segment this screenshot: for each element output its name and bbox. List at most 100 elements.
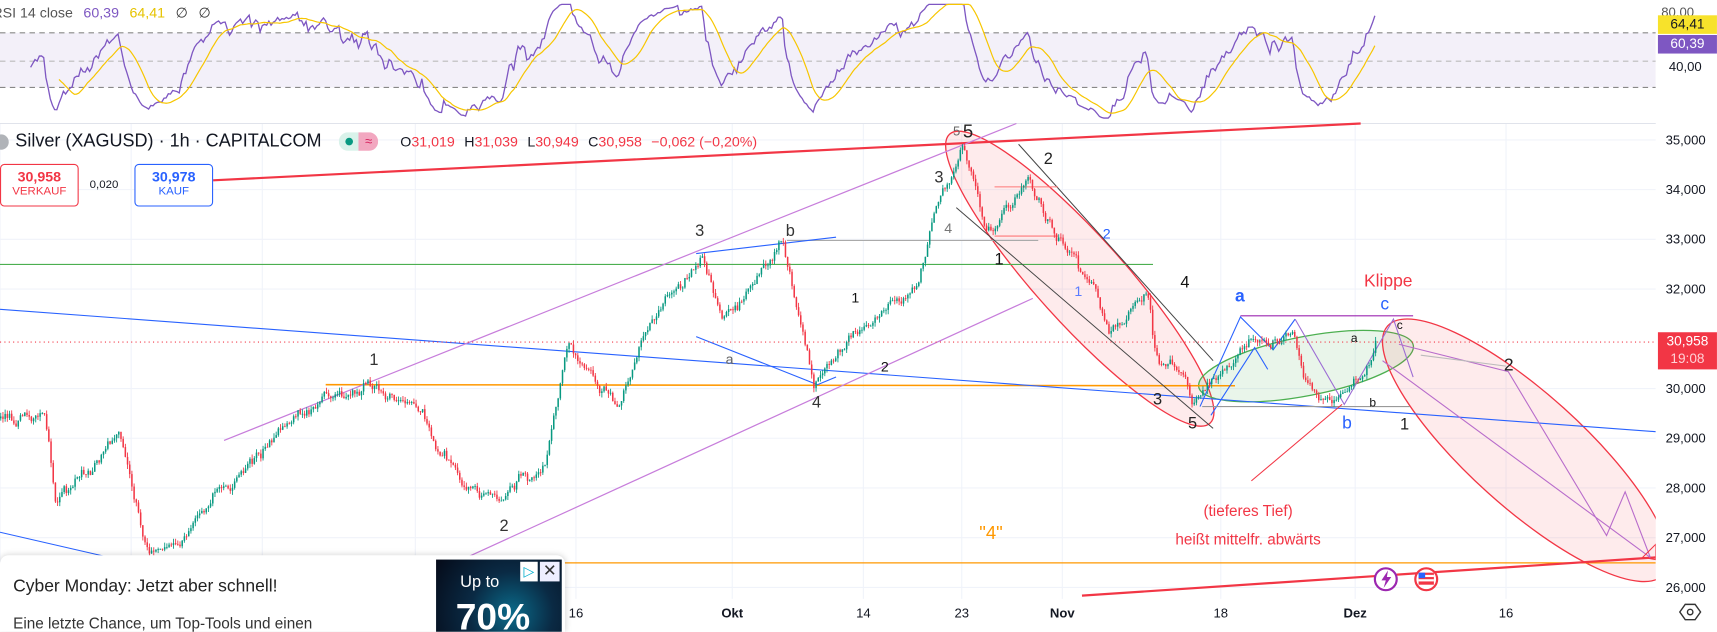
symbol-title[interactable]: Silver (XAGUSD) · 1h · CAPITALCOM xyxy=(15,131,322,151)
candle xyxy=(819,375,822,378)
red-trendline-top[interactable] xyxy=(213,122,1361,182)
lightning-icon[interactable] xyxy=(1373,567,1398,592)
projection-line[interactable] xyxy=(1382,360,1651,558)
blue-trendline[interactable] xyxy=(0,308,1656,433)
candle xyxy=(1215,378,1217,381)
candle xyxy=(804,331,806,345)
candle xyxy=(751,283,754,286)
orange-level[interactable] xyxy=(325,383,1235,387)
red-pointer-line[interactable] xyxy=(1251,403,1343,482)
sell-button[interactable]: 30,958 VERKAUF xyxy=(0,163,79,207)
candle xyxy=(139,512,142,526)
ad-body[interactable]: Eine letzte Chance, um Top-Tools und ein… xyxy=(13,614,313,632)
candle xyxy=(146,542,148,548)
price-axis[interactable] xyxy=(1655,0,1717,626)
candle xyxy=(1044,213,1047,222)
candle xyxy=(1042,204,1045,214)
spread-value: 0,020 xyxy=(89,178,119,192)
candle xyxy=(939,195,942,202)
black-channel-lower[interactable] xyxy=(955,207,1214,429)
candle xyxy=(100,454,103,463)
time-axis-ticks[interactable]: 16 Okt 14 23 Nov 18 Dez 16 xyxy=(569,605,1514,620)
triangle-marker[interactable] xyxy=(1641,542,1657,561)
candle xyxy=(233,481,236,488)
ad-image[interactable]: Up to 70% ▷ ✕ xyxy=(436,559,562,632)
projection-zigzag[interactable] xyxy=(1398,343,1651,558)
grid xyxy=(0,123,1656,599)
candle xyxy=(1226,365,1228,371)
candle xyxy=(931,222,933,232)
candle xyxy=(216,488,218,492)
high-value: 31,039 xyxy=(474,133,518,150)
candle xyxy=(915,285,918,289)
us-flag-icon[interactable] xyxy=(1414,567,1439,592)
rsi-title: RSI 14 close xyxy=(0,4,73,21)
candle xyxy=(911,287,914,294)
settings-icon[interactable] xyxy=(1678,603,1702,621)
rsi-line xyxy=(30,3,1376,119)
candle xyxy=(1259,340,1261,343)
candle xyxy=(6,413,9,418)
candle xyxy=(572,344,575,354)
candle xyxy=(1101,308,1104,314)
candle xyxy=(815,381,817,389)
close-icon[interactable]: ✕ xyxy=(539,561,560,582)
drawings[interactable] xyxy=(0,105,1702,617)
candle xyxy=(1112,325,1115,332)
red-ellipse-wave[interactable] xyxy=(917,105,1242,453)
candle xyxy=(268,440,271,448)
green-ellipse[interactable] xyxy=(1193,316,1419,416)
candle xyxy=(83,469,85,475)
candle xyxy=(1337,397,1340,400)
purple-channel-lower[interactable] xyxy=(387,297,1034,594)
candle xyxy=(1160,363,1163,365)
candle xyxy=(533,477,535,479)
projection-line-grey[interactable] xyxy=(1420,354,1507,367)
ad-popup[interactable]: Cyber Monday: Jetzt aber schnell! Eine l… xyxy=(0,555,566,632)
blue-zigzag[interactable] xyxy=(1199,315,1296,407)
price-tick: 30,000 xyxy=(1666,381,1706,396)
adchoices-icon[interactable]: ▷ xyxy=(520,561,538,582)
candle xyxy=(738,301,741,311)
candle xyxy=(710,274,712,283)
purple-channel-upper[interactable] xyxy=(223,122,1017,441)
candle xyxy=(1060,237,1062,239)
candle xyxy=(1132,305,1134,309)
blue-b-line[interactable] xyxy=(696,236,837,255)
black-channel-upper[interactable] xyxy=(1018,143,1214,361)
candle xyxy=(28,415,30,417)
high-label: H xyxy=(464,133,475,150)
rsi-legend[interactable]: RSI 14 close 60,39 64,41 ∅ ∅ xyxy=(0,4,217,21)
candle xyxy=(343,396,345,399)
candle xyxy=(251,458,253,464)
candle xyxy=(194,518,197,523)
red-trendline-bottom[interactable] xyxy=(1081,556,1656,597)
candle xyxy=(59,496,61,503)
candle xyxy=(544,464,546,466)
wave-label: 2 xyxy=(1103,226,1111,242)
candle xyxy=(614,401,616,405)
time-tick: 18 xyxy=(1213,605,1228,620)
blue-a-line[interactable] xyxy=(695,336,837,386)
candle xyxy=(1016,194,1018,198)
market-status-pill[interactable]: ≈ xyxy=(339,132,379,151)
ad-title[interactable]: Cyber Monday: Jetzt aber schnell! xyxy=(13,577,278,596)
candle xyxy=(1230,366,1233,368)
candle xyxy=(828,364,830,365)
candle xyxy=(1298,348,1300,356)
candle xyxy=(369,380,371,386)
candle xyxy=(15,423,17,427)
candle xyxy=(900,301,903,304)
blue-zigzag[interactable] xyxy=(1210,346,1269,416)
candle xyxy=(679,284,682,289)
candle xyxy=(249,458,251,464)
candle xyxy=(671,292,673,295)
candle xyxy=(574,353,577,356)
candle xyxy=(953,171,955,178)
candle xyxy=(1167,364,1169,367)
buy-button[interactable]: 30,978 KAUF xyxy=(134,163,214,207)
blue-trendline-2[interactable] xyxy=(0,531,110,558)
purple-zigzag[interactable] xyxy=(1294,317,1414,406)
candle xyxy=(1175,366,1178,370)
